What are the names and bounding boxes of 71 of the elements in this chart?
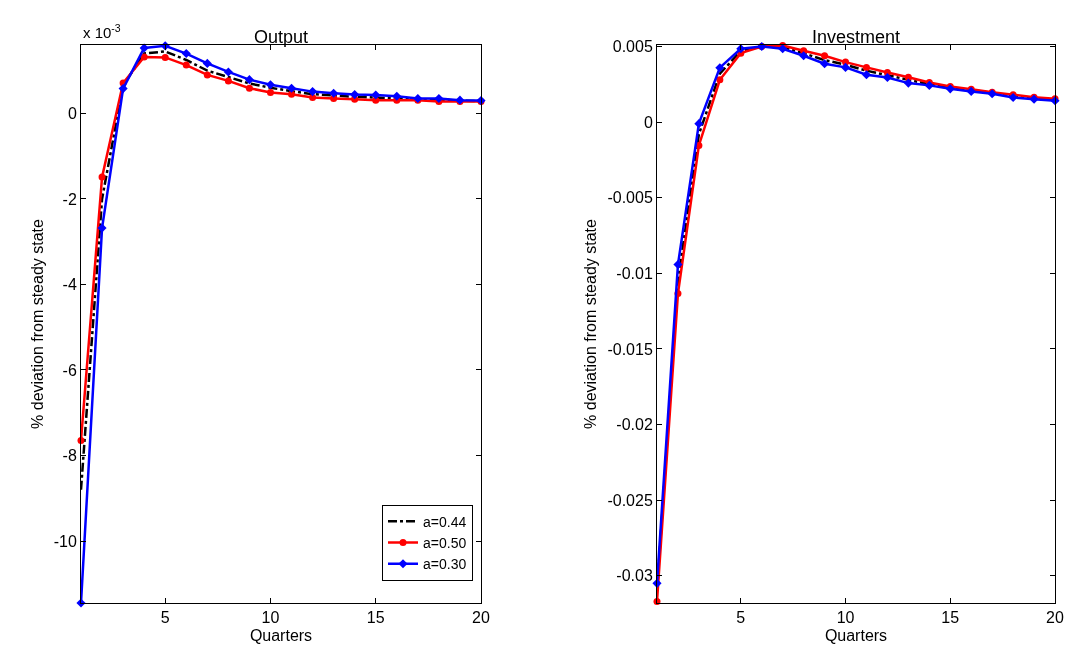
point xyxy=(329,88,339,98)
y-tick-label: -8 xyxy=(62,447,77,465)
chart-title: Output xyxy=(253,27,309,47)
y-tick-label: 0.005 xyxy=(612,38,653,56)
x-tick-label: 20 xyxy=(472,609,490,627)
point xyxy=(371,90,381,100)
legend-label: a=0.44 xyxy=(423,513,467,530)
x-axis-title: Quarters xyxy=(824,626,888,644)
point xyxy=(924,80,934,90)
y-axis-title: % deviation from steady state xyxy=(582,218,600,429)
y-tick-label: -0.03 xyxy=(616,567,653,585)
point xyxy=(245,84,253,92)
point xyxy=(820,59,830,69)
point xyxy=(903,78,913,88)
x-tick-label: 20 xyxy=(1046,609,1064,627)
text: x 10$^{-3}$ xyxy=(83,22,121,42)
point xyxy=(821,52,829,60)
y-tick-label: 0 xyxy=(67,105,77,123)
point xyxy=(434,93,444,103)
y-tick-label: -0.005 xyxy=(607,189,653,207)
point xyxy=(778,44,788,54)
y-axis-title: % deviation from steady state xyxy=(28,218,46,429)
y-tick-label: -0.025 xyxy=(607,491,653,509)
point xyxy=(244,75,254,85)
y-tick-label: -2 xyxy=(62,190,77,208)
point xyxy=(715,63,725,73)
point xyxy=(862,63,870,71)
y-tick-label: 0 xyxy=(643,113,653,131)
point xyxy=(118,84,128,94)
point xyxy=(161,53,169,61)
y-tick-label: -0.02 xyxy=(616,416,653,434)
point xyxy=(266,88,274,96)
chart-title: Investment xyxy=(811,27,901,47)
point xyxy=(286,83,297,93)
point xyxy=(224,77,232,85)
x-tick-label: 5 xyxy=(736,609,746,627)
x-tick-label: 10 xyxy=(261,609,280,627)
point xyxy=(1008,92,1018,103)
x-tick-label: 5 xyxy=(160,609,170,627)
point xyxy=(265,80,276,90)
point xyxy=(799,51,809,61)
point xyxy=(308,87,318,97)
y-tick-label: -10 xyxy=(53,532,77,550)
x-tick-label: 15 xyxy=(941,609,960,627)
point xyxy=(716,76,724,84)
x-axis-title: Quarters xyxy=(249,626,313,644)
point xyxy=(840,62,851,72)
point xyxy=(694,119,704,129)
point xyxy=(182,61,190,69)
point xyxy=(203,71,211,79)
point xyxy=(98,173,106,181)
point xyxy=(202,58,212,68)
point xyxy=(140,53,148,61)
point xyxy=(139,43,149,53)
point xyxy=(223,67,233,77)
point xyxy=(673,260,683,270)
legend-label: a=0.30 xyxy=(423,556,467,573)
point xyxy=(861,70,872,80)
point xyxy=(181,49,191,59)
point xyxy=(392,91,402,101)
y-tick-label: -0.01 xyxy=(616,264,653,282)
point xyxy=(350,90,360,100)
legend-label: a=0.50 xyxy=(423,534,467,551)
x-tick-label: 15 xyxy=(366,609,385,627)
y-tick-label: -0.015 xyxy=(607,340,653,358)
y-tick-label: -4 xyxy=(62,276,77,294)
x-tick-label: 10 xyxy=(836,609,855,627)
point xyxy=(882,72,892,83)
point xyxy=(97,223,107,233)
point xyxy=(945,84,955,94)
y-tick-label: -6 xyxy=(62,361,77,379)
